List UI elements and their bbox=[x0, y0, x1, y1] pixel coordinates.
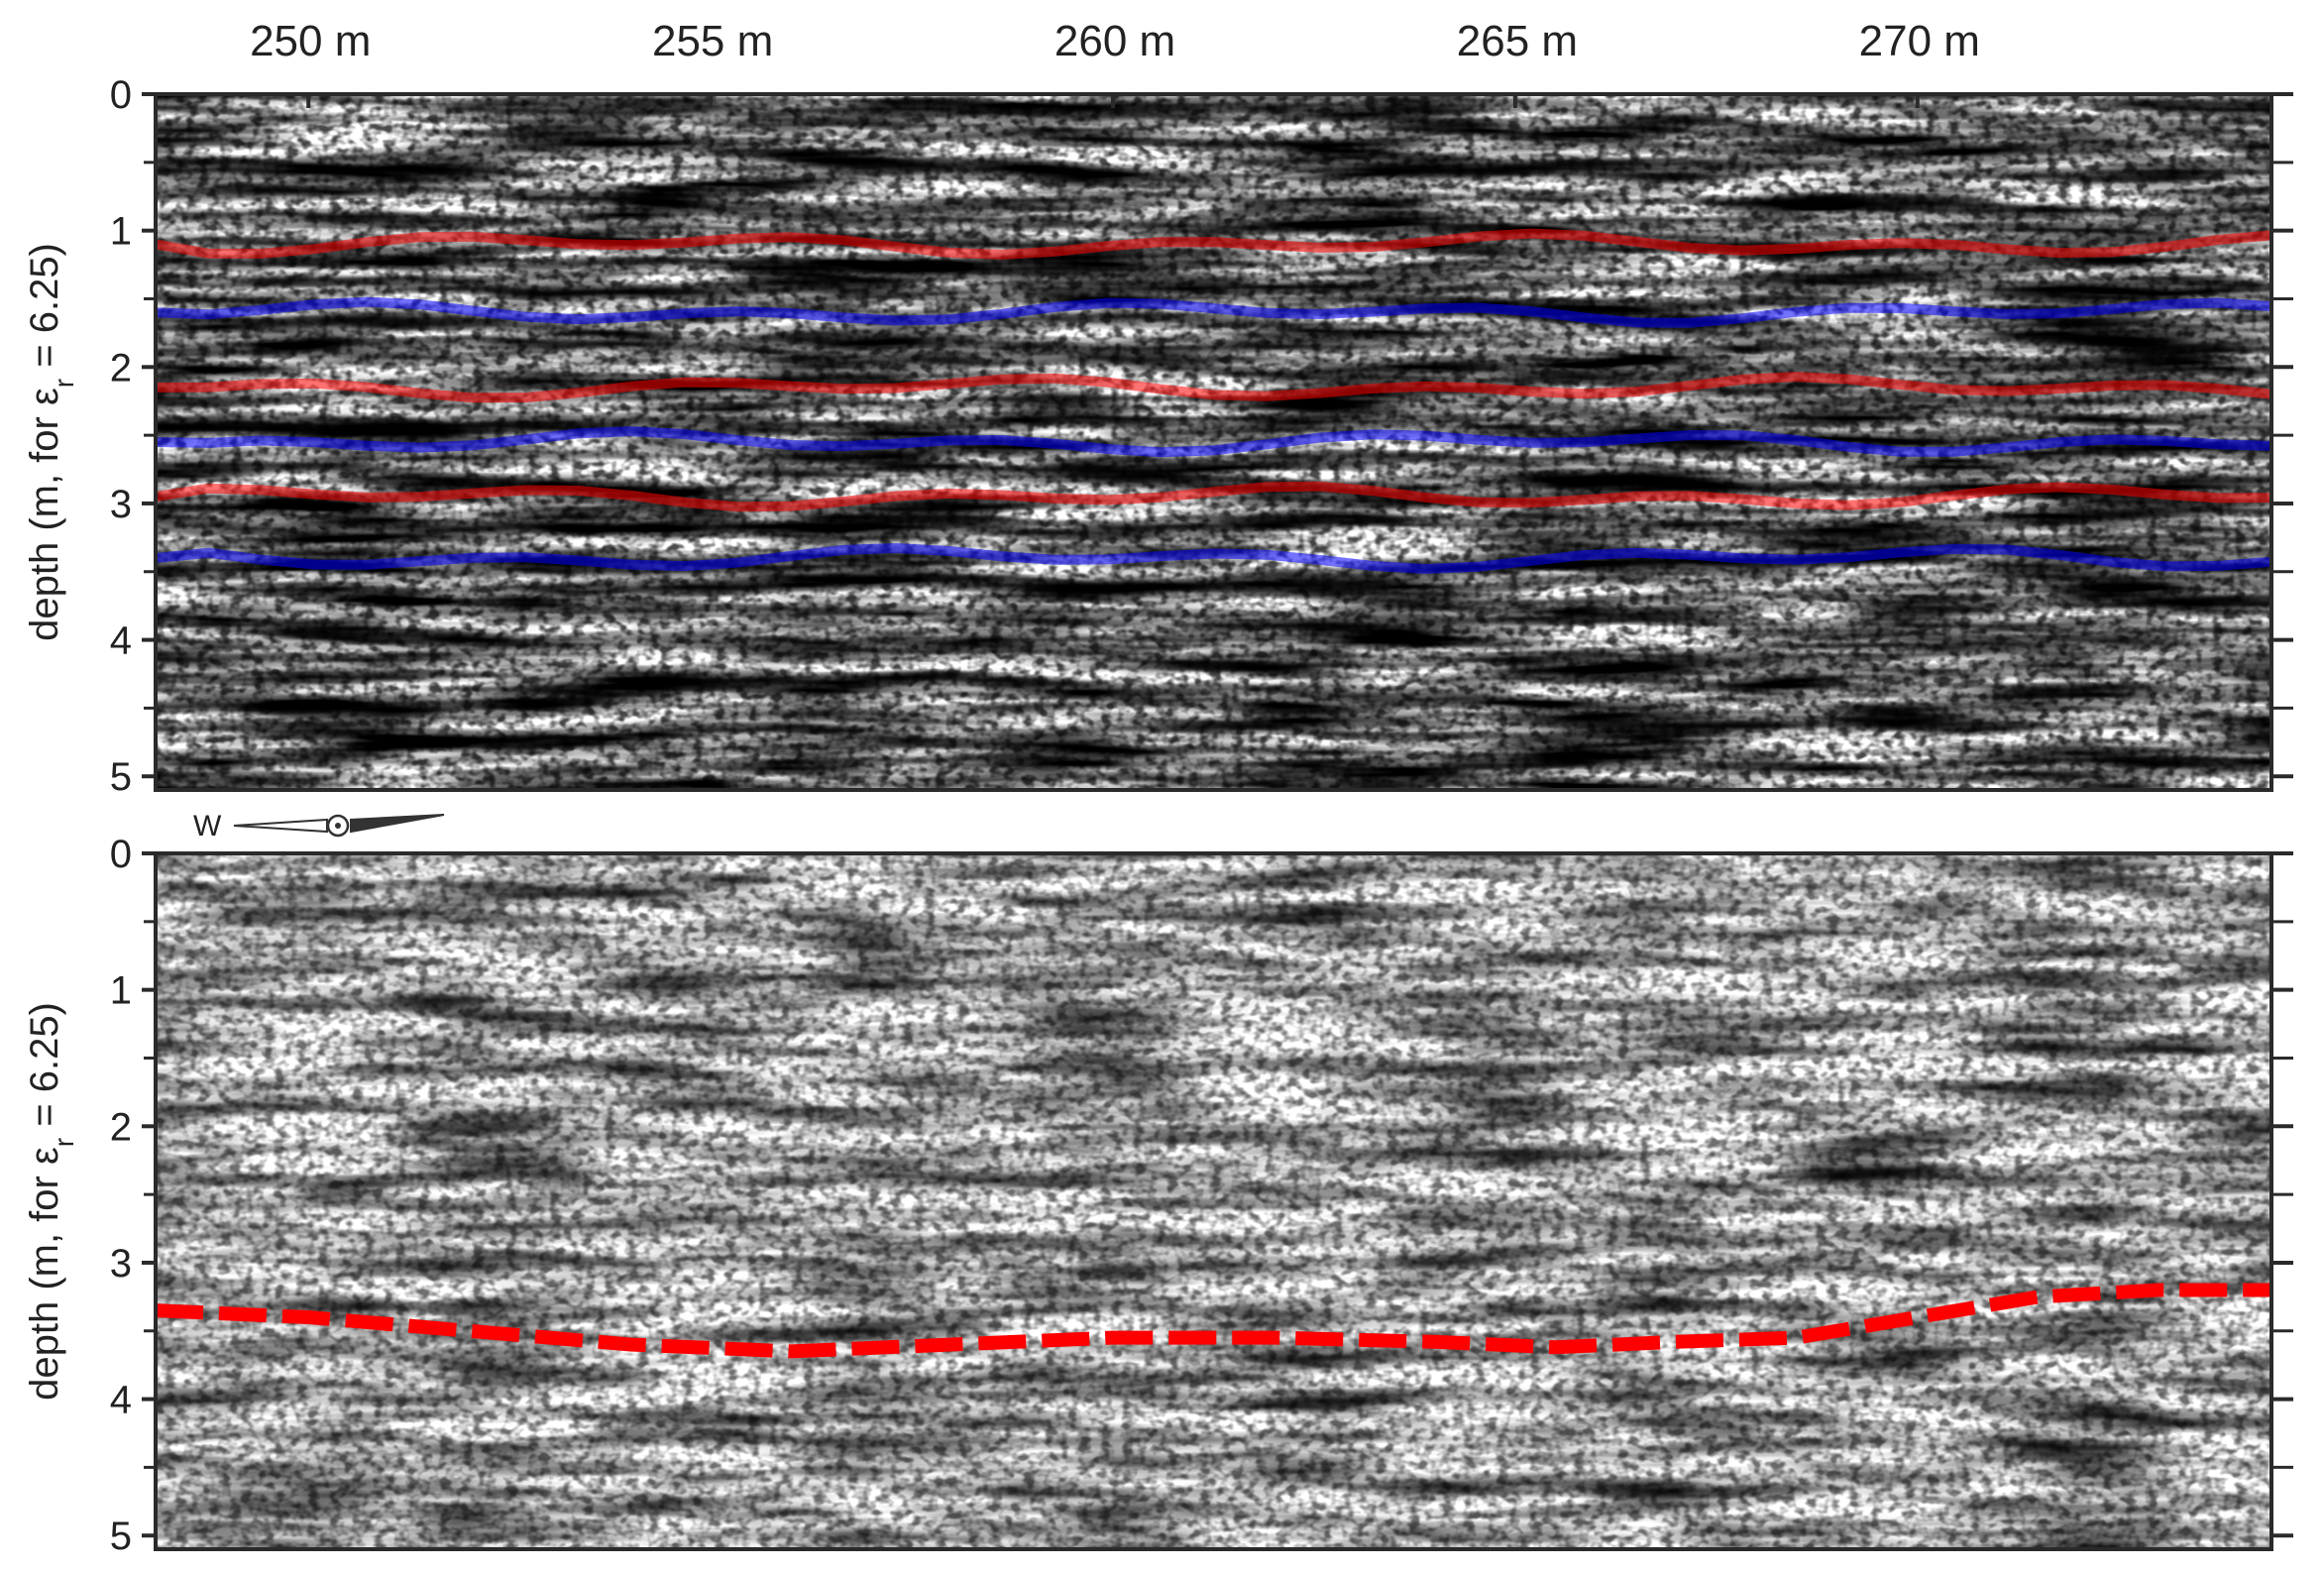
reflector-band bbox=[156, 481, 2271, 512]
y-tick-label: 2 bbox=[110, 1105, 132, 1149]
x-tick-label: 255 m bbox=[652, 17, 773, 65]
x-tick-label: 265 m bbox=[1457, 17, 1578, 65]
y-tick-label: 1 bbox=[110, 969, 132, 1013]
top-y-axis: 0 1 2 3 4 5 bbox=[110, 73, 2293, 799]
interpreted-boundary-dashed-line bbox=[156, 1283, 2271, 1359]
reflector-band bbox=[156, 372, 2271, 403]
bottom-radargram-image bbox=[156, 853, 2271, 1549]
y-tick-label: 2 bbox=[110, 346, 132, 390]
bottom-panel-frame bbox=[154, 851, 2273, 1551]
interpreted-boundary-line bbox=[156, 1283, 2271, 1359]
direction-label-west: W bbox=[193, 810, 222, 842]
bottom-y-axis-label: depth (m, for εr = 6.25) bbox=[23, 1002, 79, 1401]
reflector-band bbox=[156, 542, 2271, 575]
y-tick-label: 0 bbox=[110, 73, 132, 117]
y-tick-label: 0 bbox=[110, 833, 132, 876]
bottom-radargram-panel: 0 1 2 3 4 5 depth (m, for εr = 6.25) bbox=[23, 833, 2293, 1558]
y-tick-label: 4 bbox=[110, 619, 132, 663]
top-radargram-image bbox=[156, 94, 2271, 790]
y-tick-label: 3 bbox=[110, 1242, 132, 1286]
north-arrow-icon bbox=[233, 814, 445, 838]
top-panel-frame bbox=[154, 92, 2273, 792]
top-y-axis-label: depth (m, for εr = 6.25) bbox=[23, 243, 79, 641]
reflector-band bbox=[156, 426, 2271, 458]
orientation-mark: W bbox=[193, 810, 445, 842]
reflector-band bbox=[156, 296, 2271, 328]
y-tick-label: 3 bbox=[110, 483, 132, 526]
y-tick-label: 5 bbox=[110, 1515, 132, 1558]
x-tick-label: 260 m bbox=[1054, 17, 1175, 65]
y-tick-label: 1 bbox=[110, 210, 132, 254]
y-tick-label: 4 bbox=[110, 1379, 132, 1422]
y-tick-label: 5 bbox=[110, 755, 132, 799]
x-tick-label: 270 m bbox=[1859, 17, 1980, 65]
top-radargram-panel: 250 m 255 m 260 m 265 m 270 m 0 1 2 3 4 5 depth (… bbox=[23, 17, 2293, 799]
top-x-axis: 250 m 255 m 260 m 265 m 270 m bbox=[250, 17, 1980, 108]
x-tick-label: 250 m bbox=[250, 17, 371, 65]
reflector-band bbox=[156, 228, 2271, 260]
